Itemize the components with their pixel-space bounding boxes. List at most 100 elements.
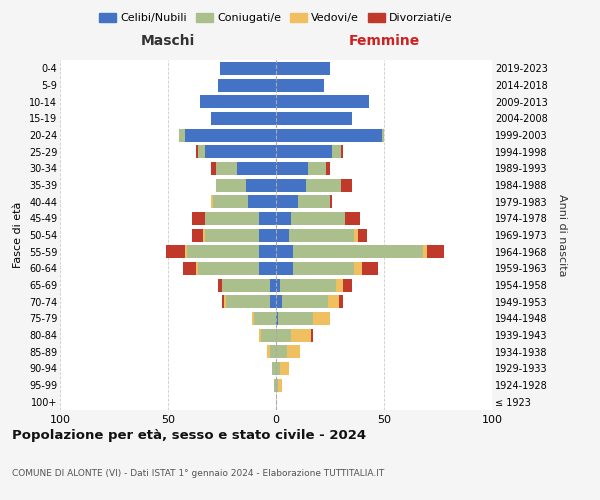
Bar (328, 295, 338, 308)
Bar (276, 195, 298, 208)
Bar (338, 295, 343, 308)
Bar (276, 345, 287, 358)
Y-axis label: Fasce di età: Fasce di età (13, 202, 23, 268)
Bar (205, 212, 259, 225)
Bar (362, 262, 377, 275)
Text: Femmine: Femmine (349, 34, 419, 48)
Bar (185, 128, 276, 141)
Bar (215, 178, 246, 192)
Bar (276, 78, 323, 92)
Bar (187, 245, 259, 258)
Bar (205, 145, 276, 158)
Bar (382, 128, 384, 141)
Bar (276, 245, 293, 258)
Text: Maschi: Maschi (141, 34, 195, 48)
Bar (179, 128, 185, 141)
Bar (276, 212, 291, 225)
Bar (276, 312, 278, 325)
Bar (261, 328, 276, 342)
Text: Popolazione per età, sesso e stato civile - 2024: Popolazione per età, sesso e stato civil… (12, 430, 366, 442)
Bar (280, 278, 337, 291)
Bar (345, 212, 360, 225)
Bar (306, 178, 341, 192)
Bar (343, 278, 352, 291)
Bar (280, 362, 289, 375)
Bar (185, 245, 187, 258)
Bar (203, 228, 205, 241)
Bar (276, 128, 382, 141)
Bar (278, 378, 283, 392)
Bar (259, 228, 276, 241)
Bar (192, 228, 203, 241)
Bar (259, 212, 276, 225)
Bar (278, 312, 313, 325)
Bar (211, 195, 214, 208)
Bar (298, 195, 330, 208)
Bar (313, 312, 330, 325)
Bar (326, 162, 330, 175)
Bar (291, 328, 311, 342)
Bar (293, 245, 423, 258)
Bar (237, 162, 276, 175)
Bar (220, 62, 276, 75)
Bar (423, 245, 427, 258)
Bar (283, 295, 328, 308)
Bar (259, 328, 261, 342)
Bar (276, 362, 280, 375)
Bar (308, 162, 326, 175)
Bar (276, 62, 330, 75)
Bar (337, 278, 343, 291)
Bar (276, 145, 332, 158)
Bar (211, 162, 215, 175)
Legend: Celibi/Nubili, Coniugati/e, Vedovi/e, Divorziati/e: Celibi/Nubili, Coniugati/e, Vedovi/e, Di… (95, 8, 457, 28)
Bar (254, 312, 276, 325)
Bar (293, 262, 354, 275)
Bar (196, 145, 198, 158)
Bar (183, 262, 196, 275)
Bar (274, 378, 276, 392)
Bar (354, 228, 358, 241)
Bar (218, 78, 276, 92)
Bar (198, 262, 259, 275)
Bar (222, 295, 224, 308)
Bar (214, 195, 248, 208)
Bar (291, 212, 345, 225)
Bar (259, 245, 276, 258)
Bar (166, 245, 185, 258)
Bar (287, 345, 300, 358)
Bar (276, 112, 352, 125)
Bar (269, 345, 276, 358)
Bar (268, 345, 269, 358)
Bar (330, 195, 332, 208)
Bar (211, 112, 276, 125)
Bar (198, 145, 205, 158)
Bar (272, 362, 276, 375)
Bar (276, 295, 283, 308)
Bar (276, 228, 289, 241)
Bar (358, 228, 367, 241)
Bar (218, 278, 222, 291)
Bar (276, 378, 278, 392)
Bar (427, 245, 445, 258)
Bar (192, 212, 205, 225)
Bar (224, 295, 226, 308)
Bar (332, 145, 341, 158)
Bar (276, 178, 306, 192)
Bar (276, 162, 308, 175)
Bar (269, 295, 276, 308)
Bar (311, 328, 313, 342)
Bar (276, 328, 291, 342)
Bar (276, 262, 293, 275)
Bar (205, 228, 259, 241)
Bar (252, 312, 254, 325)
Y-axis label: Anni di nascita: Anni di nascita (557, 194, 567, 276)
Bar (222, 278, 269, 291)
Bar (269, 278, 276, 291)
Text: COMUNE DI ALONTE (VI) - Dati ISTAT 1° gennaio 2024 - Elaborazione TUTTITALIA.IT: COMUNE DI ALONTE (VI) - Dati ISTAT 1° ge… (12, 468, 384, 477)
Bar (246, 178, 276, 192)
Bar (215, 162, 237, 175)
Bar (276, 95, 369, 108)
Bar (276, 278, 280, 291)
Bar (354, 262, 362, 275)
Bar (226, 295, 269, 308)
